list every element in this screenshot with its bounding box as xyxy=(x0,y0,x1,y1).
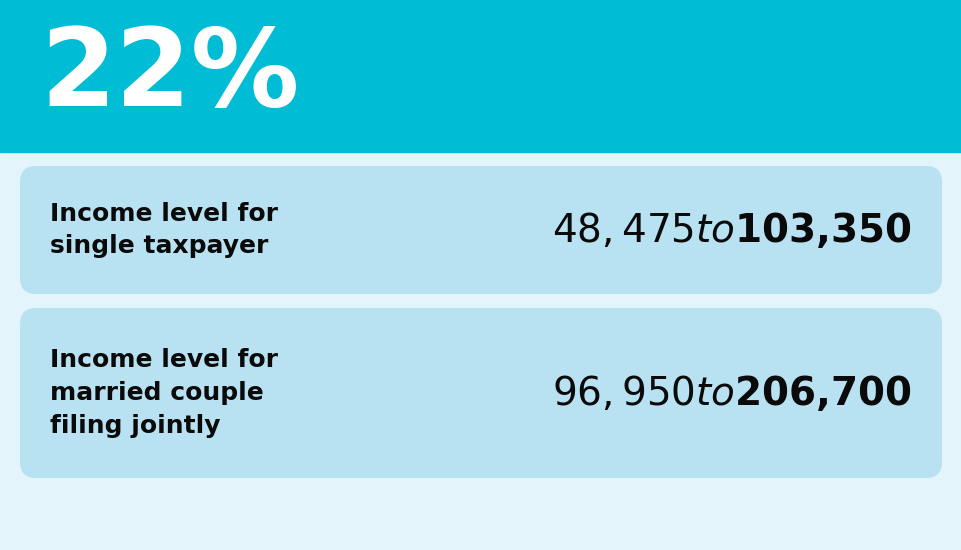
Text: Income level for
single taxpayer: Income level for single taxpayer xyxy=(50,202,278,258)
Text: $48,475 to $103,350: $48,475 to $103,350 xyxy=(552,210,911,250)
FancyBboxPatch shape xyxy=(20,166,941,294)
Text: $96,950 to $206,700: $96,950 to $206,700 xyxy=(552,373,911,413)
Text: Income level for
married couple
filing jointly: Income level for married couple filing j… xyxy=(50,349,278,438)
Text: 22%: 22% xyxy=(40,23,299,129)
FancyBboxPatch shape xyxy=(20,308,941,478)
Bar xyxy=(0,0,961,152)
